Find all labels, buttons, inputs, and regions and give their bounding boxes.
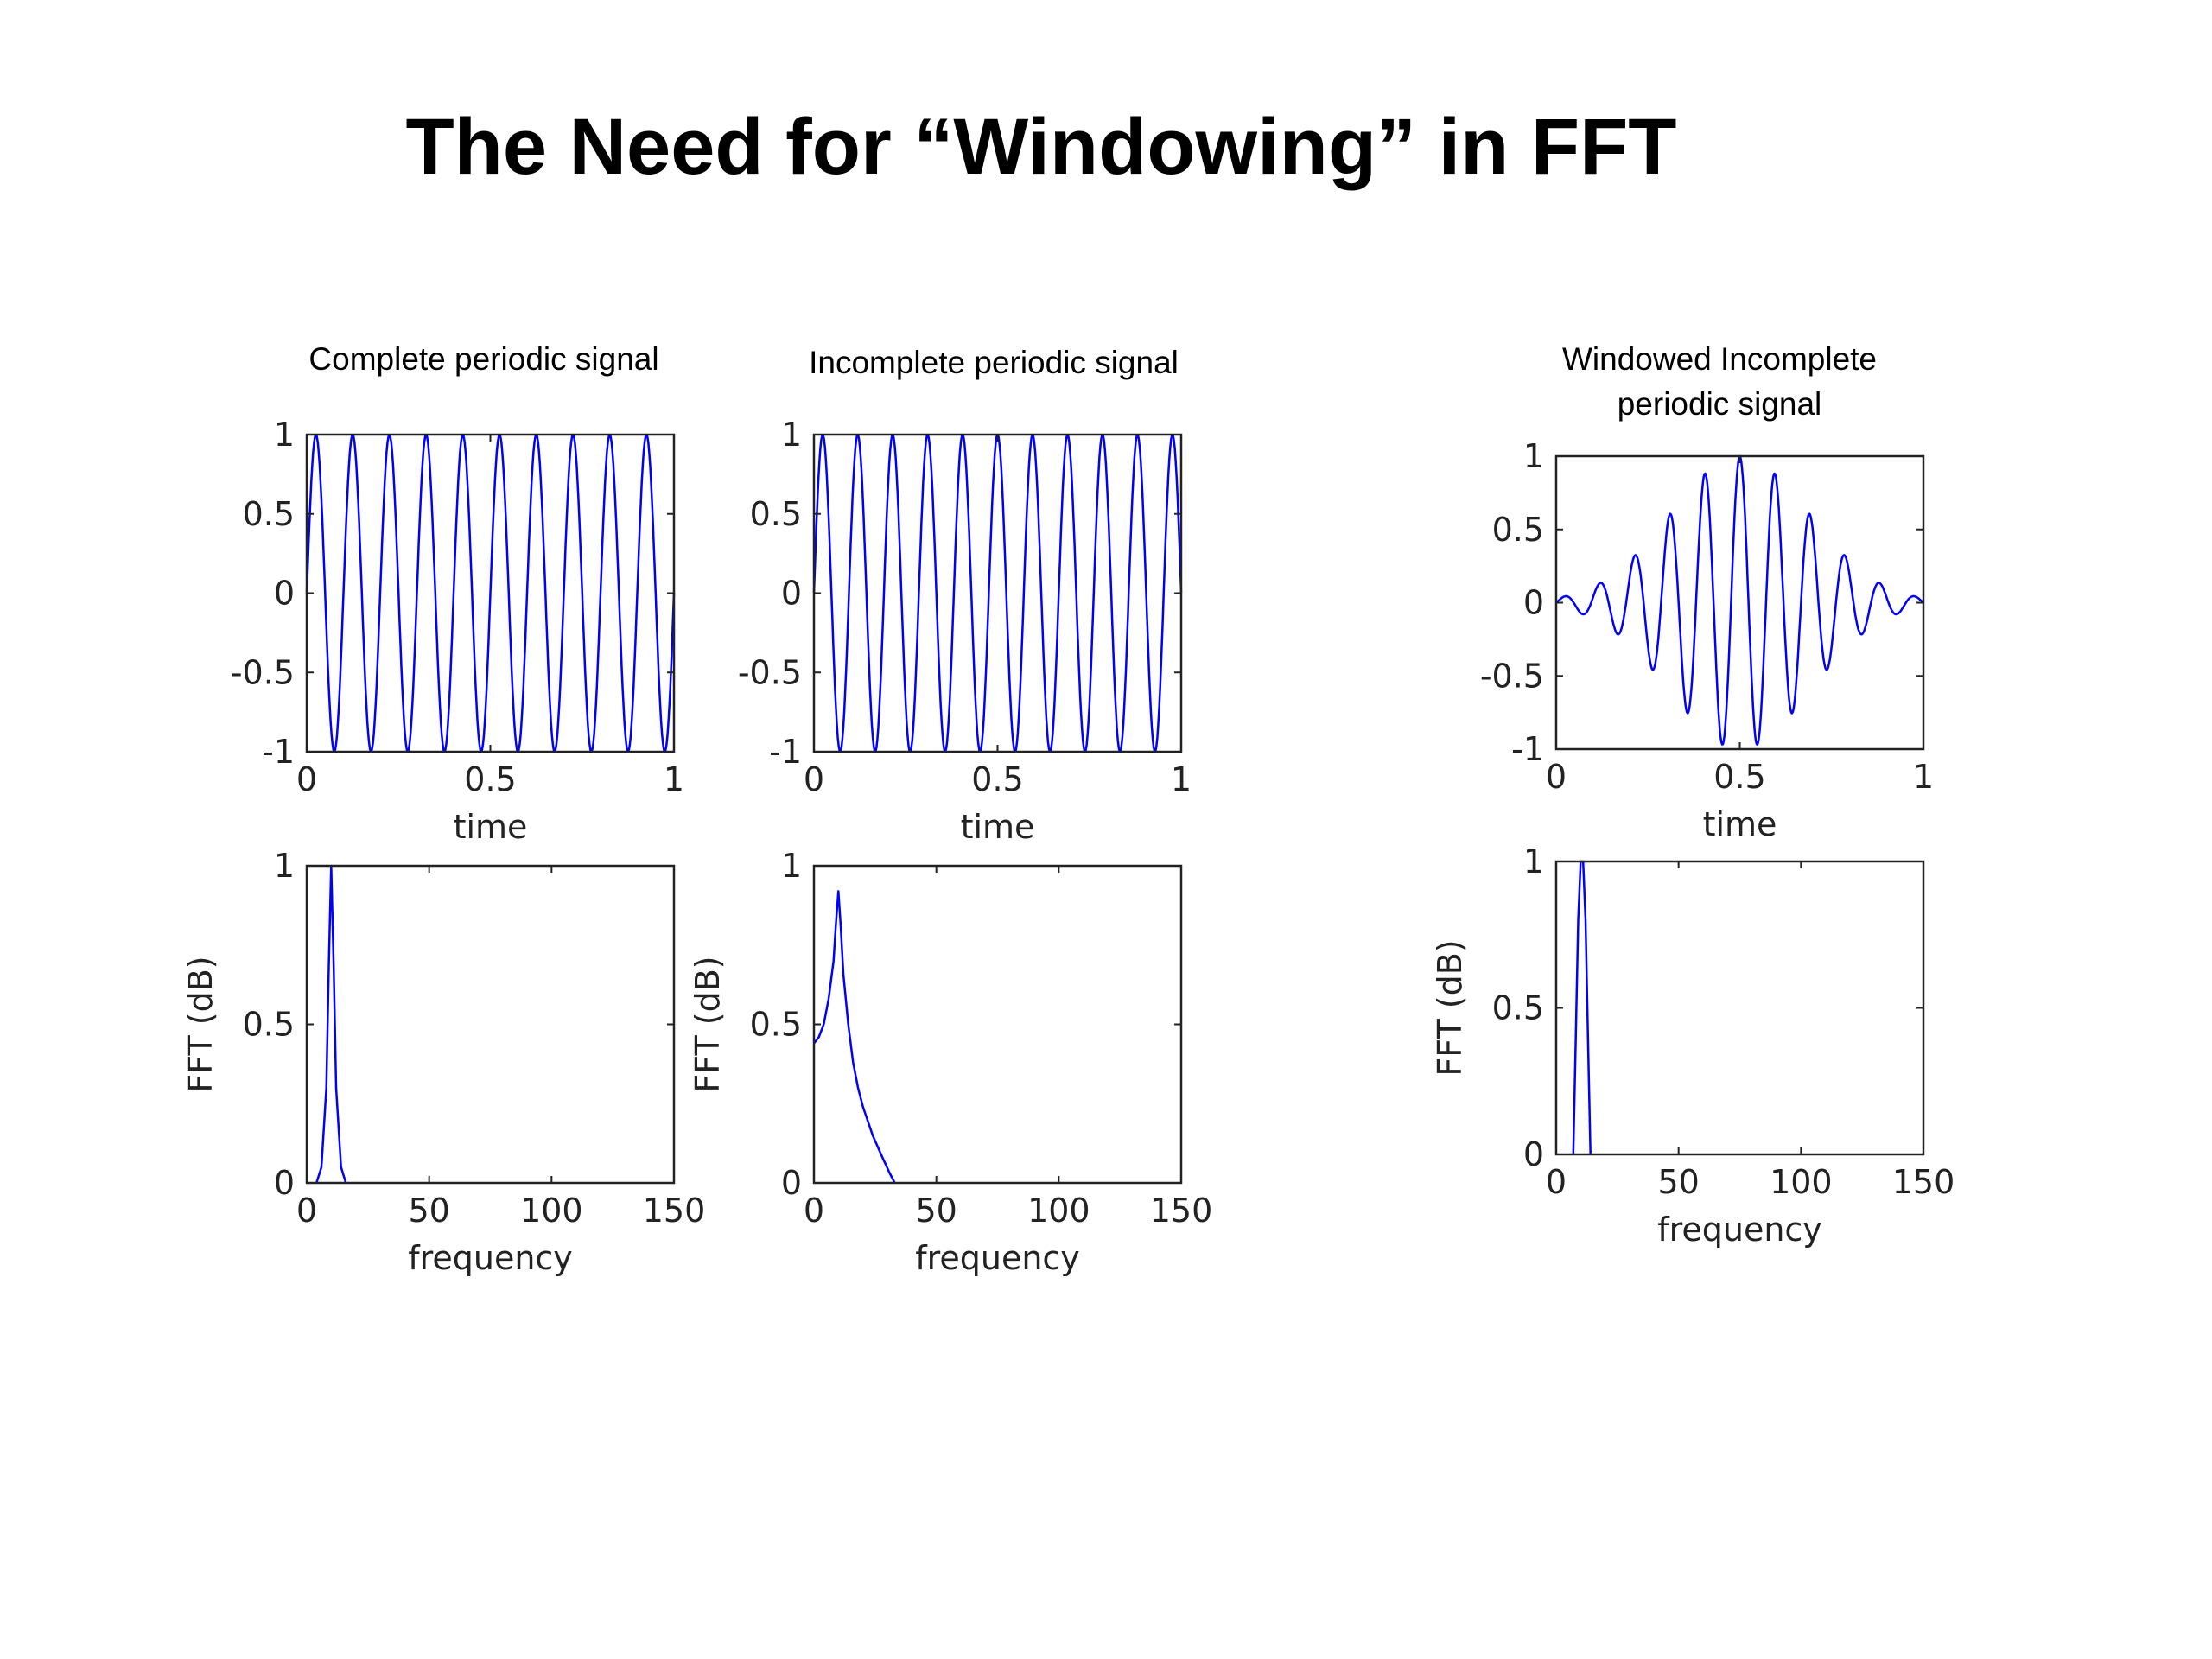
incomplete-fft-plot: 0 50 100 150 0 0.5 1 frequency FFT (dB) (689, 847, 1212, 1277)
complete-fft-series-line (315, 864, 347, 1184)
incomplete-time-plot: 0 0.5 1 -1 -0.5 0 0.5 1 time (738, 416, 1192, 846)
complete-time-ytick-label: -1 (262, 733, 295, 771)
complete-fft-xtick-label: 150 (643, 1192, 706, 1230)
incomplete-time-axes-frame (812, 433, 1183, 753)
windowed-fft-xtick-label: 100 (1770, 1163, 1833, 1201)
incomplete-fft-xtick-label: 150 (1150, 1192, 1213, 1230)
complete-fft-ytick-label: 1 (274, 847, 295, 885)
complete-time-xtick-label: 0.5 (464, 760, 516, 798)
incomplete-time-xtick-label: 1 (1171, 760, 1192, 798)
complete-fft-xtick-label: 50 (408, 1192, 449, 1230)
incomplete-time-xtick-label: 0.5 (971, 760, 1023, 798)
complete-fft-ytick-label: 0 (274, 1164, 295, 1202)
complete-time-ytick-label: 0 (274, 575, 295, 613)
windowed-time-xtick-label: 0 (1546, 758, 1567, 796)
complete-time-xtick-label: 0 (296, 760, 317, 798)
windowed-time-plot: 0 0.5 1 -1 -0.5 0 0.5 1 time (1480, 437, 1934, 843)
incomplete-fft-xtick-label: 100 (1027, 1192, 1090, 1230)
windowed-fft-series-line (1572, 860, 1592, 1155)
windowed-fft-ytick-label: 1 (1523, 842, 1544, 880)
incomplete-fft-series-line (813, 890, 896, 1184)
incomplete-fft-axes-frame (812, 864, 1183, 1185)
incomplete-fft-ytick-label: 0.5 (750, 1006, 802, 1044)
windowed-time-ytick-label: -0.5 (1480, 657, 1544, 695)
incomplete-time-ytick-label: 0 (781, 575, 802, 613)
windowed-time-ytick-label: 1 (1523, 437, 1544, 475)
complete-fft-xtick-label: 0 (296, 1192, 317, 1230)
incomplete-time-ytick-label: -1 (769, 733, 802, 771)
windowed-time-ytick-label: 0.5 (1492, 511, 1544, 549)
windowed-time-series-line (1555, 454, 1924, 746)
incomplete-time-ytick-label: 0.5 (750, 495, 802, 533)
complete-fft-xtick-label: 100 (520, 1192, 583, 1230)
caption-windowed-signal: Windowed Incomplete periodic signal (1561, 341, 1878, 422)
complete-time-plot: 0 0.5 1 -1 -0.5 0 0.5 1 time (231, 416, 684, 846)
caption-complete-signal: Complete periodic signal (308, 341, 659, 377)
incomplete-fft-ytick-label: 1 (781, 847, 802, 885)
windowed-fft-xtick-label: 0 (1546, 1163, 1567, 1201)
windowed-fft-ylabel: FFT (dB) (1431, 939, 1469, 1076)
caption-incomplete-signal: Incomplete periodic signal (809, 345, 1179, 380)
windowed-time-xlabel: time (1703, 805, 1777, 843)
complete-fft-ylabel: FFT (dB) (181, 956, 219, 1092)
incomplete-fft-xtick-label: 0 (804, 1192, 824, 1230)
complete-fft-ytick-label: 0.5 (243, 1006, 295, 1044)
windowed-fft-plot: 0 50 100 150 0 0.5 1 frequency FFT (dB) (1431, 842, 1955, 1249)
complete-fft-plot: 0 50 100 150 0 0.5 1 frequency FFT (dB) (181, 847, 705, 1277)
incomplete-time-xtick-label: 0 (804, 760, 824, 798)
complete-time-xlabel: time (454, 808, 528, 846)
windowed-time-xtick-label: 0.5 (1713, 758, 1765, 796)
complete-time-xtick-label: 1 (664, 760, 684, 798)
windowed-fft-axes-frame (1554, 860, 1925, 1156)
incomplete-time-ytick-label: 1 (781, 416, 802, 454)
complete-time-ytick-label: -0.5 (231, 653, 295, 691)
windowed-fft-ytick-label: 0 (1523, 1135, 1544, 1173)
complete-fft-axes-frame (305, 864, 676, 1185)
incomplete-fft-ylabel: FFT (dB) (689, 956, 727, 1092)
incomplete-fft-ytick-label: 0 (781, 1164, 802, 1202)
incomplete-time-xlabel: time (961, 808, 1035, 846)
incomplete-time-series-line (812, 433, 1183, 753)
windowed-fft-xtick-label: 50 (1657, 1163, 1699, 1201)
complete-time-ytick-label: 1 (274, 416, 295, 454)
windowed-fft-ytick-label: 0.5 (1492, 989, 1544, 1027)
slide-title: The Need for “Windowing” in FFT (405, 103, 1677, 191)
windowed-time-axes-frame (1554, 454, 1925, 751)
complete-time-series-line (305, 433, 676, 753)
windowed-fft-xlabel: frequency (1657, 1211, 1822, 1249)
windowed-time-ytick-label: 0 (1523, 584, 1544, 622)
complete-fft-xlabel: frequency (408, 1239, 573, 1277)
incomplete-fft-xlabel: frequency (915, 1239, 1080, 1277)
windowed-fft-xtick-label: 150 (1892, 1163, 1955, 1201)
windowed-time-ytick-label: -1 (1511, 730, 1544, 768)
incomplete-time-ytick-label: -0.5 (738, 653, 802, 691)
windowed-time-xtick-label: 1 (1913, 758, 1934, 796)
complete-time-ytick-label: 0.5 (243, 495, 295, 533)
incomplete-fft-xtick-label: 50 (915, 1192, 957, 1230)
